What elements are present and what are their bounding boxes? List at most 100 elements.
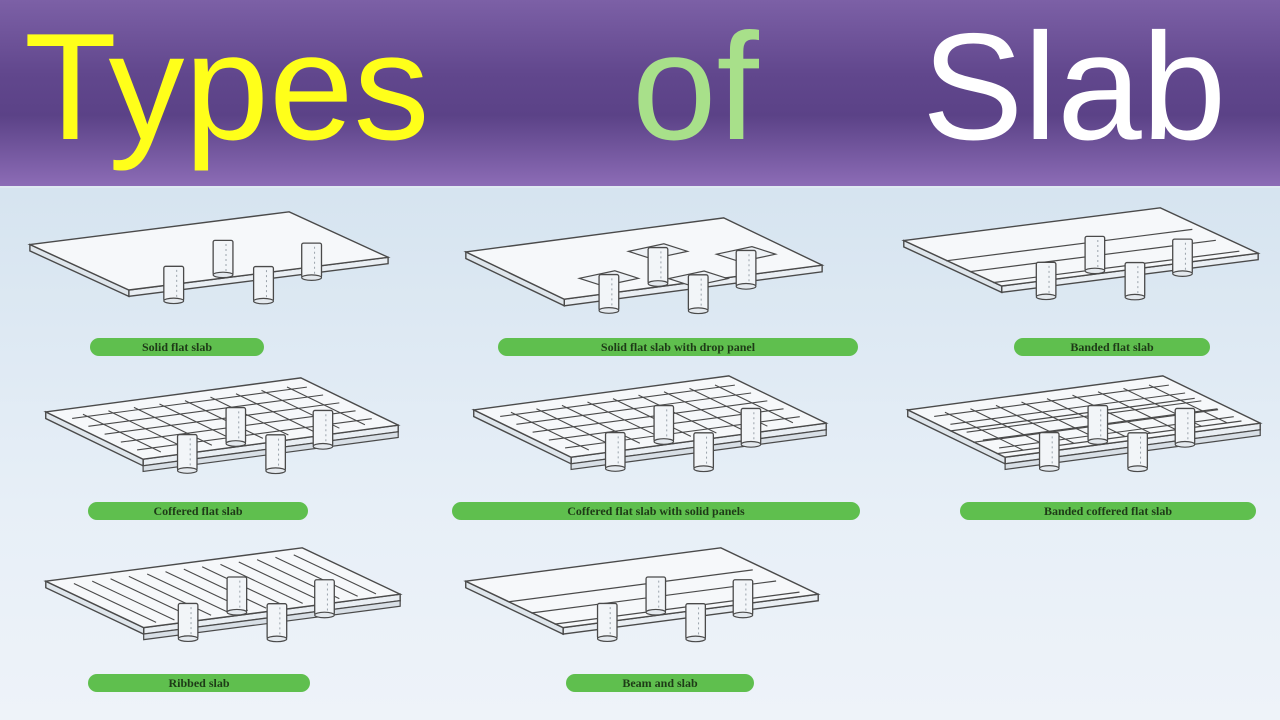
column-base: [213, 272, 233, 277]
title-word-types: Types: [24, 2, 430, 172]
column-base: [688, 308, 708, 314]
column-base: [266, 468, 285, 474]
coffer-rib-line: [1098, 392, 1176, 430]
coffer-rib-line: [88, 395, 323, 426]
coffer-rib-line: [715, 385, 793, 423]
column: [648, 248, 668, 284]
column-base: [606, 466, 625, 472]
coffer-rib-line: [236, 394, 314, 432]
label-coffered-flat-slab: Coffered flat slab: [88, 502, 308, 520]
band-beam-line: [508, 570, 753, 602]
column-base: [736, 284, 756, 290]
column: [1036, 262, 1056, 297]
coffer-rib-line: [533, 401, 768, 432]
label-banded-coffered-flat-slab: Banded coffered flat slab: [960, 502, 1256, 520]
column: [267, 604, 287, 639]
column-base: [686, 636, 705, 642]
coffer-rib-line: [1072, 395, 1150, 433]
coffer-rib-line: [210, 397, 288, 435]
column-base: [1088, 439, 1107, 445]
coffer-rib-line: [536, 409, 614, 447]
rib-line: [220, 564, 302, 603]
coffer-rib-line: [562, 405, 640, 443]
column-base: [313, 444, 332, 450]
column-base: [226, 441, 245, 447]
column-base: [302, 275, 322, 280]
rib-line: [275, 557, 357, 596]
slab-diagram-banded-coffered: [898, 374, 1268, 478]
slab-diagram-solid-flat: [20, 210, 396, 310]
column: [226, 408, 245, 444]
column: [1175, 408, 1194, 444]
column: [178, 435, 197, 471]
label-beam-and-slab: Beam and slab: [566, 674, 754, 692]
label-ribbed-slab: Ribbed slab: [88, 674, 310, 692]
label-coffered-flat-slab-solid-panels: Coffered flat slab with solid panels: [452, 502, 860, 520]
column: [254, 267, 274, 302]
slab-figure-group: [474, 376, 826, 472]
band-beam-line: [997, 421, 1242, 454]
coffer-rib-line: [72, 387, 307, 418]
rib-line: [294, 555, 376, 594]
column: [1085, 236, 1105, 271]
coffer-rib-line: [967, 401, 1202, 432]
column: [606, 433, 625, 469]
slab-top-face: [466, 218, 822, 299]
band-beam-line: [946, 229, 1192, 260]
column-base: [267, 636, 287, 642]
rib-line: [147, 574, 229, 613]
column: [302, 243, 322, 278]
column-base: [1128, 466, 1147, 472]
slab-figure-group: [466, 548, 818, 642]
column: [736, 250, 756, 286]
label-banded-flat-slab: Banded flat slab: [1014, 338, 1210, 356]
column-base: [1173, 271, 1193, 276]
column: [1040, 433, 1059, 469]
slab-types-panel: Solid flat slab Solid flat slab with dro…: [0, 188, 1280, 720]
column: [741, 408, 760, 444]
slab-figure-group: [908, 376, 1260, 472]
title-banner: Types of Slab: [0, 0, 1280, 186]
slab-diagram-coffered-flat: [36, 376, 406, 480]
column-base: [164, 298, 184, 303]
column: [694, 433, 713, 469]
coffer-rib-line: [664, 392, 742, 430]
slab-diagram-solid-flat-drop-panel: [456, 216, 830, 320]
band-beam-line: [555, 592, 800, 624]
slab-top-face: [904, 208, 1258, 286]
column: [315, 580, 335, 615]
column-base: [178, 636, 198, 642]
coffer-rib-line: [587, 402, 665, 440]
coffer-rib-line: [185, 401, 263, 439]
slab-top-face: [466, 548, 818, 628]
slab-diagram-coffered-solid-panels: [464, 374, 834, 478]
column: [686, 604, 705, 639]
column-base: [227, 609, 247, 615]
column-base: [599, 308, 619, 314]
coffer-rib-line: [105, 403, 340, 434]
column: [313, 410, 332, 446]
column: [178, 603, 198, 638]
band-beam-line: [993, 251, 1239, 282]
column-base: [1085, 268, 1105, 273]
coffer-rib-line: [970, 409, 1048, 447]
slab-figure-group: [46, 548, 400, 642]
slab-top-face: [30, 212, 388, 290]
column-base: [315, 612, 335, 618]
coffer-rib-line: [1047, 399, 1125, 437]
column: [654, 406, 673, 442]
coffer-rib-line: [134, 407, 212, 445]
column: [227, 577, 247, 612]
coffer-rib-line: [945, 412, 1023, 450]
coffer-rib-line: [1021, 402, 1099, 440]
column-base: [1040, 466, 1059, 472]
coffer-rib-line: [500, 385, 735, 416]
column-base: [1175, 442, 1194, 448]
column-base: [1036, 294, 1056, 299]
slab-figure-group: [30, 212, 388, 304]
label-solid-flat-slab-drop-panel: Solid flat slab with drop panel: [498, 338, 858, 356]
column-base: [1125, 294, 1145, 299]
column-base: [178, 468, 197, 474]
column-base: [646, 609, 665, 615]
band-beam-line: [950, 398, 1195, 431]
